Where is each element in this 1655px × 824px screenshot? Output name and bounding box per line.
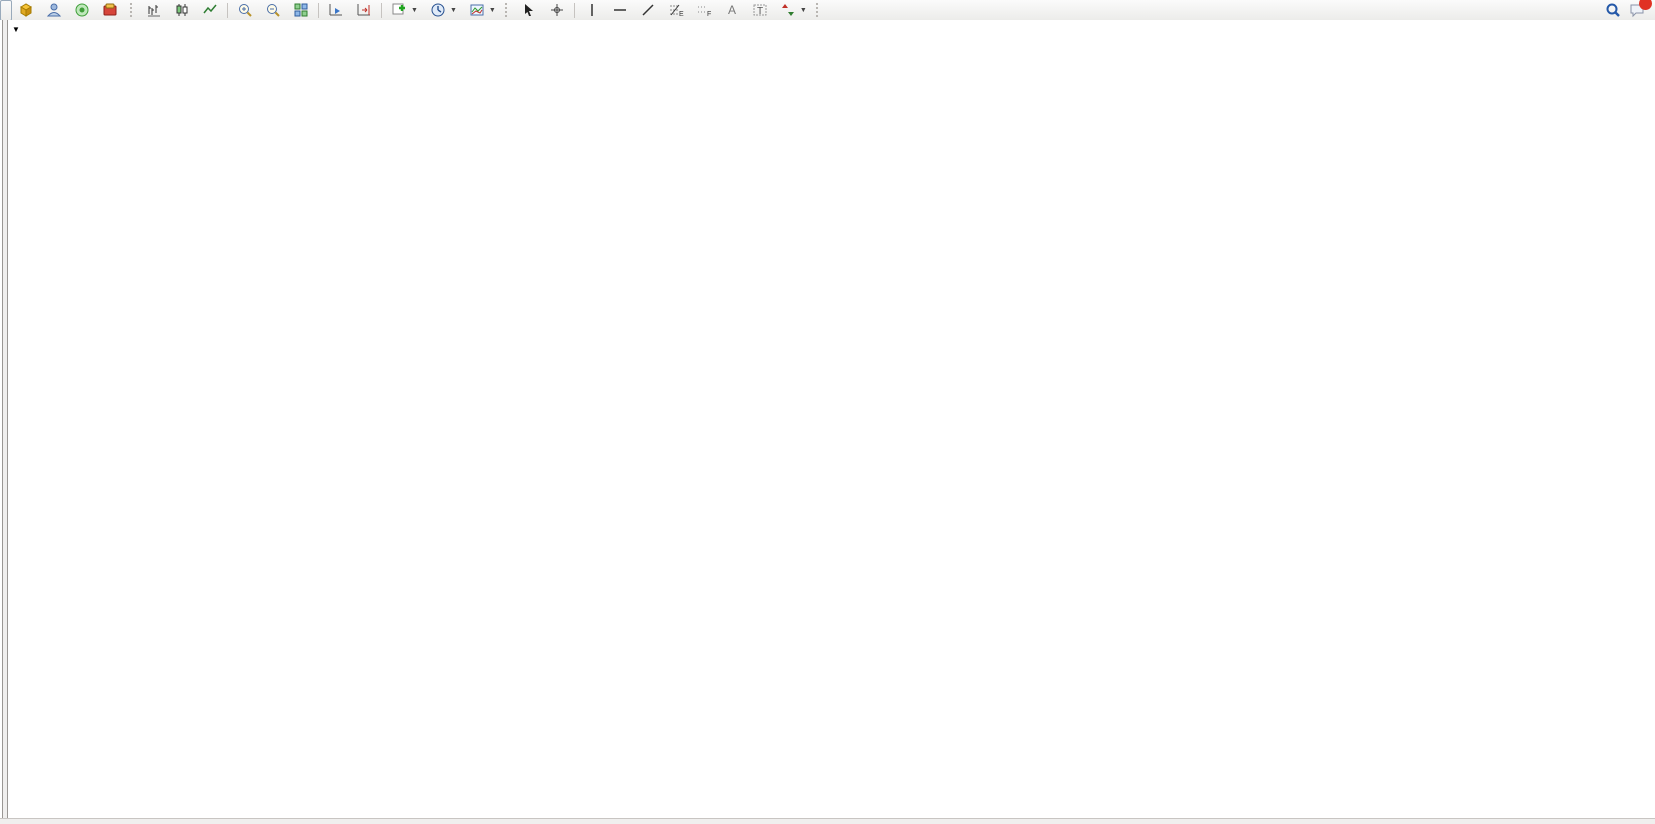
crosshair-icon (549, 2, 565, 18)
chart-area[interactable]: ▼ (0, 20, 1655, 824)
toolbar-separator (227, 2, 228, 18)
chart-bars-button[interactable] (140, 0, 168, 21)
text-label-button[interactable]: T (746, 0, 774, 21)
vertical-line-icon (584, 2, 600, 18)
template-button[interactable]: ▼ (463, 0, 502, 21)
chart-line-button[interactable] (196, 0, 224, 21)
fibonacci-button[interactable]: E (662, 0, 690, 21)
cursor-button[interactable] (515, 0, 543, 21)
toolbar-grip (130, 3, 137, 17)
chat-icon[interactable] (1629, 0, 1652, 18)
toolbar-separator (318, 2, 319, 18)
trendline-button[interactable] (634, 0, 662, 21)
chart-bars-icon (146, 2, 162, 18)
toolbar-right (1605, 0, 1655, 18)
chart-shift-icon (356, 2, 372, 18)
svg-text:E: E (679, 11, 684, 18)
profile-button[interactable] (40, 0, 68, 21)
zoom-in-icon (237, 2, 253, 18)
toolbar-grip (504, 3, 512, 17)
svg-text:A: A (728, 3, 736, 17)
trendline-icon (640, 2, 656, 18)
text-icon: A (724, 2, 740, 18)
toolbar-separator (573, 2, 575, 18)
symbol-dropdown-icon[interactable]: ▼ (12, 25, 20, 34)
text-button[interactable]: A (718, 0, 746, 21)
search-icon[interactable] (1605, 2, 1621, 18)
zoom-out-button[interactable] (259, 0, 287, 21)
chart-candles-icon (174, 2, 190, 18)
chevron-down-icon: ▼ (411, 6, 418, 14)
arrow-shapes-icon (780, 2, 796, 18)
chevron-down-icon: ▼ (488, 6, 496, 14)
accounts-button[interactable] (12, 0, 40, 21)
auto-scroll-icon (328, 2, 344, 18)
period-button[interactable]: ▼ (424, 0, 463, 21)
chart-line-icon (202, 2, 218, 18)
price-chart-canvas[interactable] (0, 20, 1655, 824)
chevron-down-icon: ▼ (799, 6, 807, 14)
chart-candles-button[interactable] (168, 0, 196, 21)
profile-icon (46, 2, 62, 18)
channel-icon: F (696, 2, 712, 18)
fibonacci-icon: E (668, 2, 684, 18)
vertical-line-button[interactable] (578, 0, 606, 21)
clock-icon (430, 2, 446, 18)
chart-shift-button[interactable] (350, 0, 378, 21)
status-strip (0, 818, 1655, 824)
arrows-button[interactable]: ▼ (774, 0, 813, 21)
cursor-icon (521, 2, 537, 18)
text-label-icon: T (752, 2, 768, 18)
tile-windows-button[interactable] (287, 0, 315, 21)
accounts-icon (18, 2, 34, 18)
news-button[interactable] (68, 0, 96, 21)
tile-windows-icon (293, 2, 309, 18)
crosshair-button[interactable] (543, 0, 571, 21)
news-icon (74, 2, 90, 18)
svg-text:T: T (757, 6, 763, 17)
add-indicator-icon (391, 2, 407, 18)
chevron-down-icon: ▼ (449, 6, 457, 14)
autotrade-icon (102, 2, 118, 18)
horizontal-line-button[interactable] (606, 0, 634, 21)
new-order-button[interactable] (0, 0, 12, 21)
zoom-out-icon (265, 2, 281, 18)
channel-button[interactable]: F (690, 0, 718, 21)
horizontal-line-icon (612, 2, 628, 18)
notification-badge (1639, 0, 1652, 10)
template-icon (469, 2, 485, 18)
toolbar-grip (815, 3, 823, 17)
window-left-border (2, 20, 8, 820)
add-indicator-button[interactable]: ▼ (385, 0, 424, 21)
autotrade-button[interactable] (96, 0, 127, 21)
auto-scroll-button[interactable] (322, 0, 350, 21)
symbol-ohlc-header: ▼ (12, 25, 32, 34)
zoom-in-button[interactable] (231, 0, 259, 21)
toolbar-separator (381, 2, 382, 18)
main-toolbar: ▼ ▼ ▼ E F A T ▼ (0, 0, 1655, 21)
svg-text:F: F (707, 11, 711, 18)
